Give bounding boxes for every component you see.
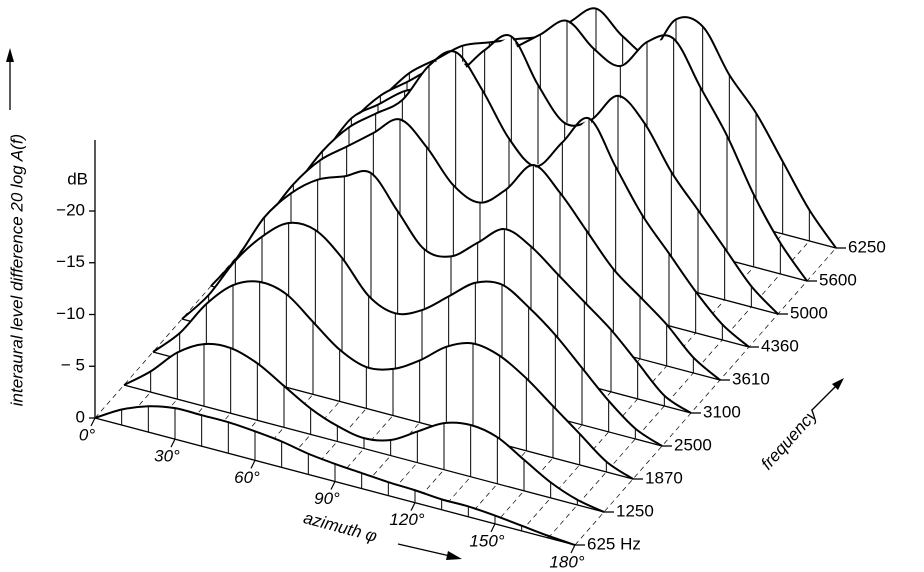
series-label: 5000 xyxy=(790,303,828,322)
y-axis-label: interaural level difference 20 log A(f) xyxy=(7,134,26,406)
floor-line xyxy=(308,177,570,475)
slice-base xyxy=(123,384,605,513)
x-axis-label: azimuth φ xyxy=(301,508,379,546)
x-tick-label: 120° xyxy=(389,510,424,529)
x-arrow xyxy=(397,543,451,557)
floor-line xyxy=(94,120,357,419)
x-arrowhead xyxy=(446,551,462,560)
floor-line xyxy=(334,184,597,482)
slice-fill xyxy=(124,344,604,512)
x-tick-label: 150° xyxy=(469,531,504,550)
series-label: 625 Hz xyxy=(587,534,641,553)
curve xyxy=(210,169,692,414)
y-tick-label: −10 xyxy=(56,304,85,323)
curve xyxy=(326,19,808,282)
x-tick xyxy=(330,481,336,490)
x-tick-label: 60° xyxy=(234,468,260,487)
series-label: 1870 xyxy=(645,468,683,487)
y-tick-label: − 5 xyxy=(61,356,85,375)
floor-line xyxy=(548,240,810,539)
slice: 1250 xyxy=(123,342,654,520)
series-label: 2500 xyxy=(674,435,712,454)
series-label: 3100 xyxy=(703,402,741,421)
x-tick xyxy=(170,438,176,448)
x-tick-label: 180° xyxy=(549,552,584,571)
y-tick-label: −15 xyxy=(56,252,85,271)
curve xyxy=(123,342,605,513)
curve xyxy=(181,221,663,447)
y-arrowhead xyxy=(6,48,14,62)
x-tick-label: 30° xyxy=(154,447,180,466)
curve xyxy=(152,280,634,480)
x-tick xyxy=(490,523,496,533)
x-tick-label: 0° xyxy=(79,425,95,444)
curve xyxy=(297,34,779,315)
z-arrowhead xyxy=(832,378,844,390)
x-tick xyxy=(250,460,256,469)
curve xyxy=(268,50,750,348)
z-arrow xyxy=(811,383,839,411)
y-unit: dB xyxy=(67,169,88,188)
curve xyxy=(94,405,576,546)
curve xyxy=(239,118,721,381)
series-label: 1250 xyxy=(616,501,654,520)
y-tick-label: −20 xyxy=(56,200,85,219)
x-tick xyxy=(90,417,96,427)
x-tick xyxy=(410,502,416,511)
series-label: 4360 xyxy=(761,336,799,355)
floor-line xyxy=(521,233,783,532)
series-label: 6250 xyxy=(848,237,886,256)
series-label: 3610 xyxy=(732,369,770,388)
z-axis-label: frequency xyxy=(757,404,822,473)
x-tick xyxy=(570,544,576,554)
y-tick-label: 0 xyxy=(76,407,85,426)
series-label: 5600 xyxy=(819,270,857,289)
floor-line xyxy=(574,247,837,546)
x-tick-label: 90° xyxy=(314,489,340,508)
